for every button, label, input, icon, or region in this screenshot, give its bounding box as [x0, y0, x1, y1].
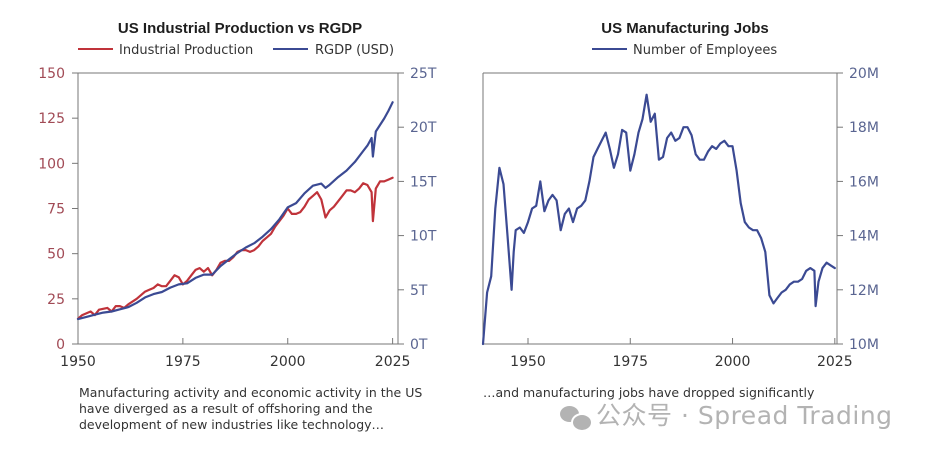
left-y-tick-label: 75	[47, 202, 65, 218]
legend-label-industrial-production: Industrial Production	[119, 43, 253, 58]
right-chart-title: US Manufacturing Jobs	[601, 20, 769, 37]
x-tick-label: 1950	[60, 354, 96, 370]
series-line-number-of-employees	[481, 93, 836, 346]
left-y-tick-label: 150	[38, 66, 65, 82]
left-y-tick-label: 100	[38, 156, 65, 172]
x-tick-label: 2000	[715, 354, 751, 370]
right-y-tick-label: 0T	[410, 337, 428, 353]
right-y-tick-label: 5T	[410, 283, 428, 299]
left-legend: Industrial Production RGDP (USD)	[78, 43, 394, 58]
x-tick-label: 2025	[817, 354, 853, 370]
series-line-industrial-production	[76, 176, 394, 320]
left-plot	[76, 101, 394, 321]
series-line-rgdp-usd	[76, 101, 394, 321]
right-y-tick-label: 18M	[849, 120, 879, 136]
watermark-text: 公众号 · Spread Trading	[596, 401, 893, 430]
right-y-tick-label: 25T	[410, 66, 437, 82]
right-y-tick-label: 10T	[410, 229, 437, 245]
right-y-tick-label: 20M	[849, 66, 879, 82]
x-tick-label: 2025	[375, 354, 411, 370]
left-axes: 1950 1975 2000 2025 0 25 50 75 100 125 150 0T 5T 10T 1…	[38, 66, 437, 370]
x-tick-label: 1975	[165, 354, 201, 370]
left-chart-title: US Industrial Production vs RGDP	[118, 20, 362, 37]
left-y-tick-label: 50	[47, 247, 65, 263]
right-chart-caption: …and manufacturing jobs have dropped sig…	[483, 385, 815, 400]
right-y-tick-label: 15T	[410, 174, 437, 190]
x-tick-label: 2000	[270, 354, 306, 370]
left-chart-caption: Manufacturing activity and economic acti…	[79, 385, 423, 432]
wechat-icon	[560, 406, 593, 432]
right-y-tick-label: 14M	[849, 229, 879, 245]
x-tick-label: 1950	[510, 354, 546, 370]
watermark: 公众号 · Spread Trading	[560, 396, 893, 432]
right-legend: Number of Employees	[592, 43, 777, 58]
right-chart: US Manufacturing Jobs Number of Employee…	[481, 20, 879, 370]
right-y-tick-label: 12M	[849, 283, 879, 299]
right-y-tick-label: 10M	[849, 337, 879, 353]
right-plot	[481, 93, 836, 346]
x-tick-label: 1975	[612, 354, 648, 370]
left-y-tick-label: 0	[56, 337, 65, 353]
left-y-tick-label: 125	[38, 111, 65, 127]
left-y-tick-label: 25	[47, 292, 65, 308]
right-y-tick-label: 16M	[849, 174, 879, 190]
legend-label-employees: Number of Employees	[633, 43, 777, 58]
left-chart: US Industrial Production vs RGDP Industr…	[38, 20, 437, 370]
legend-label-rgdp: RGDP (USD)	[315, 43, 394, 58]
right-y-tick-label: 20T	[410, 120, 437, 136]
